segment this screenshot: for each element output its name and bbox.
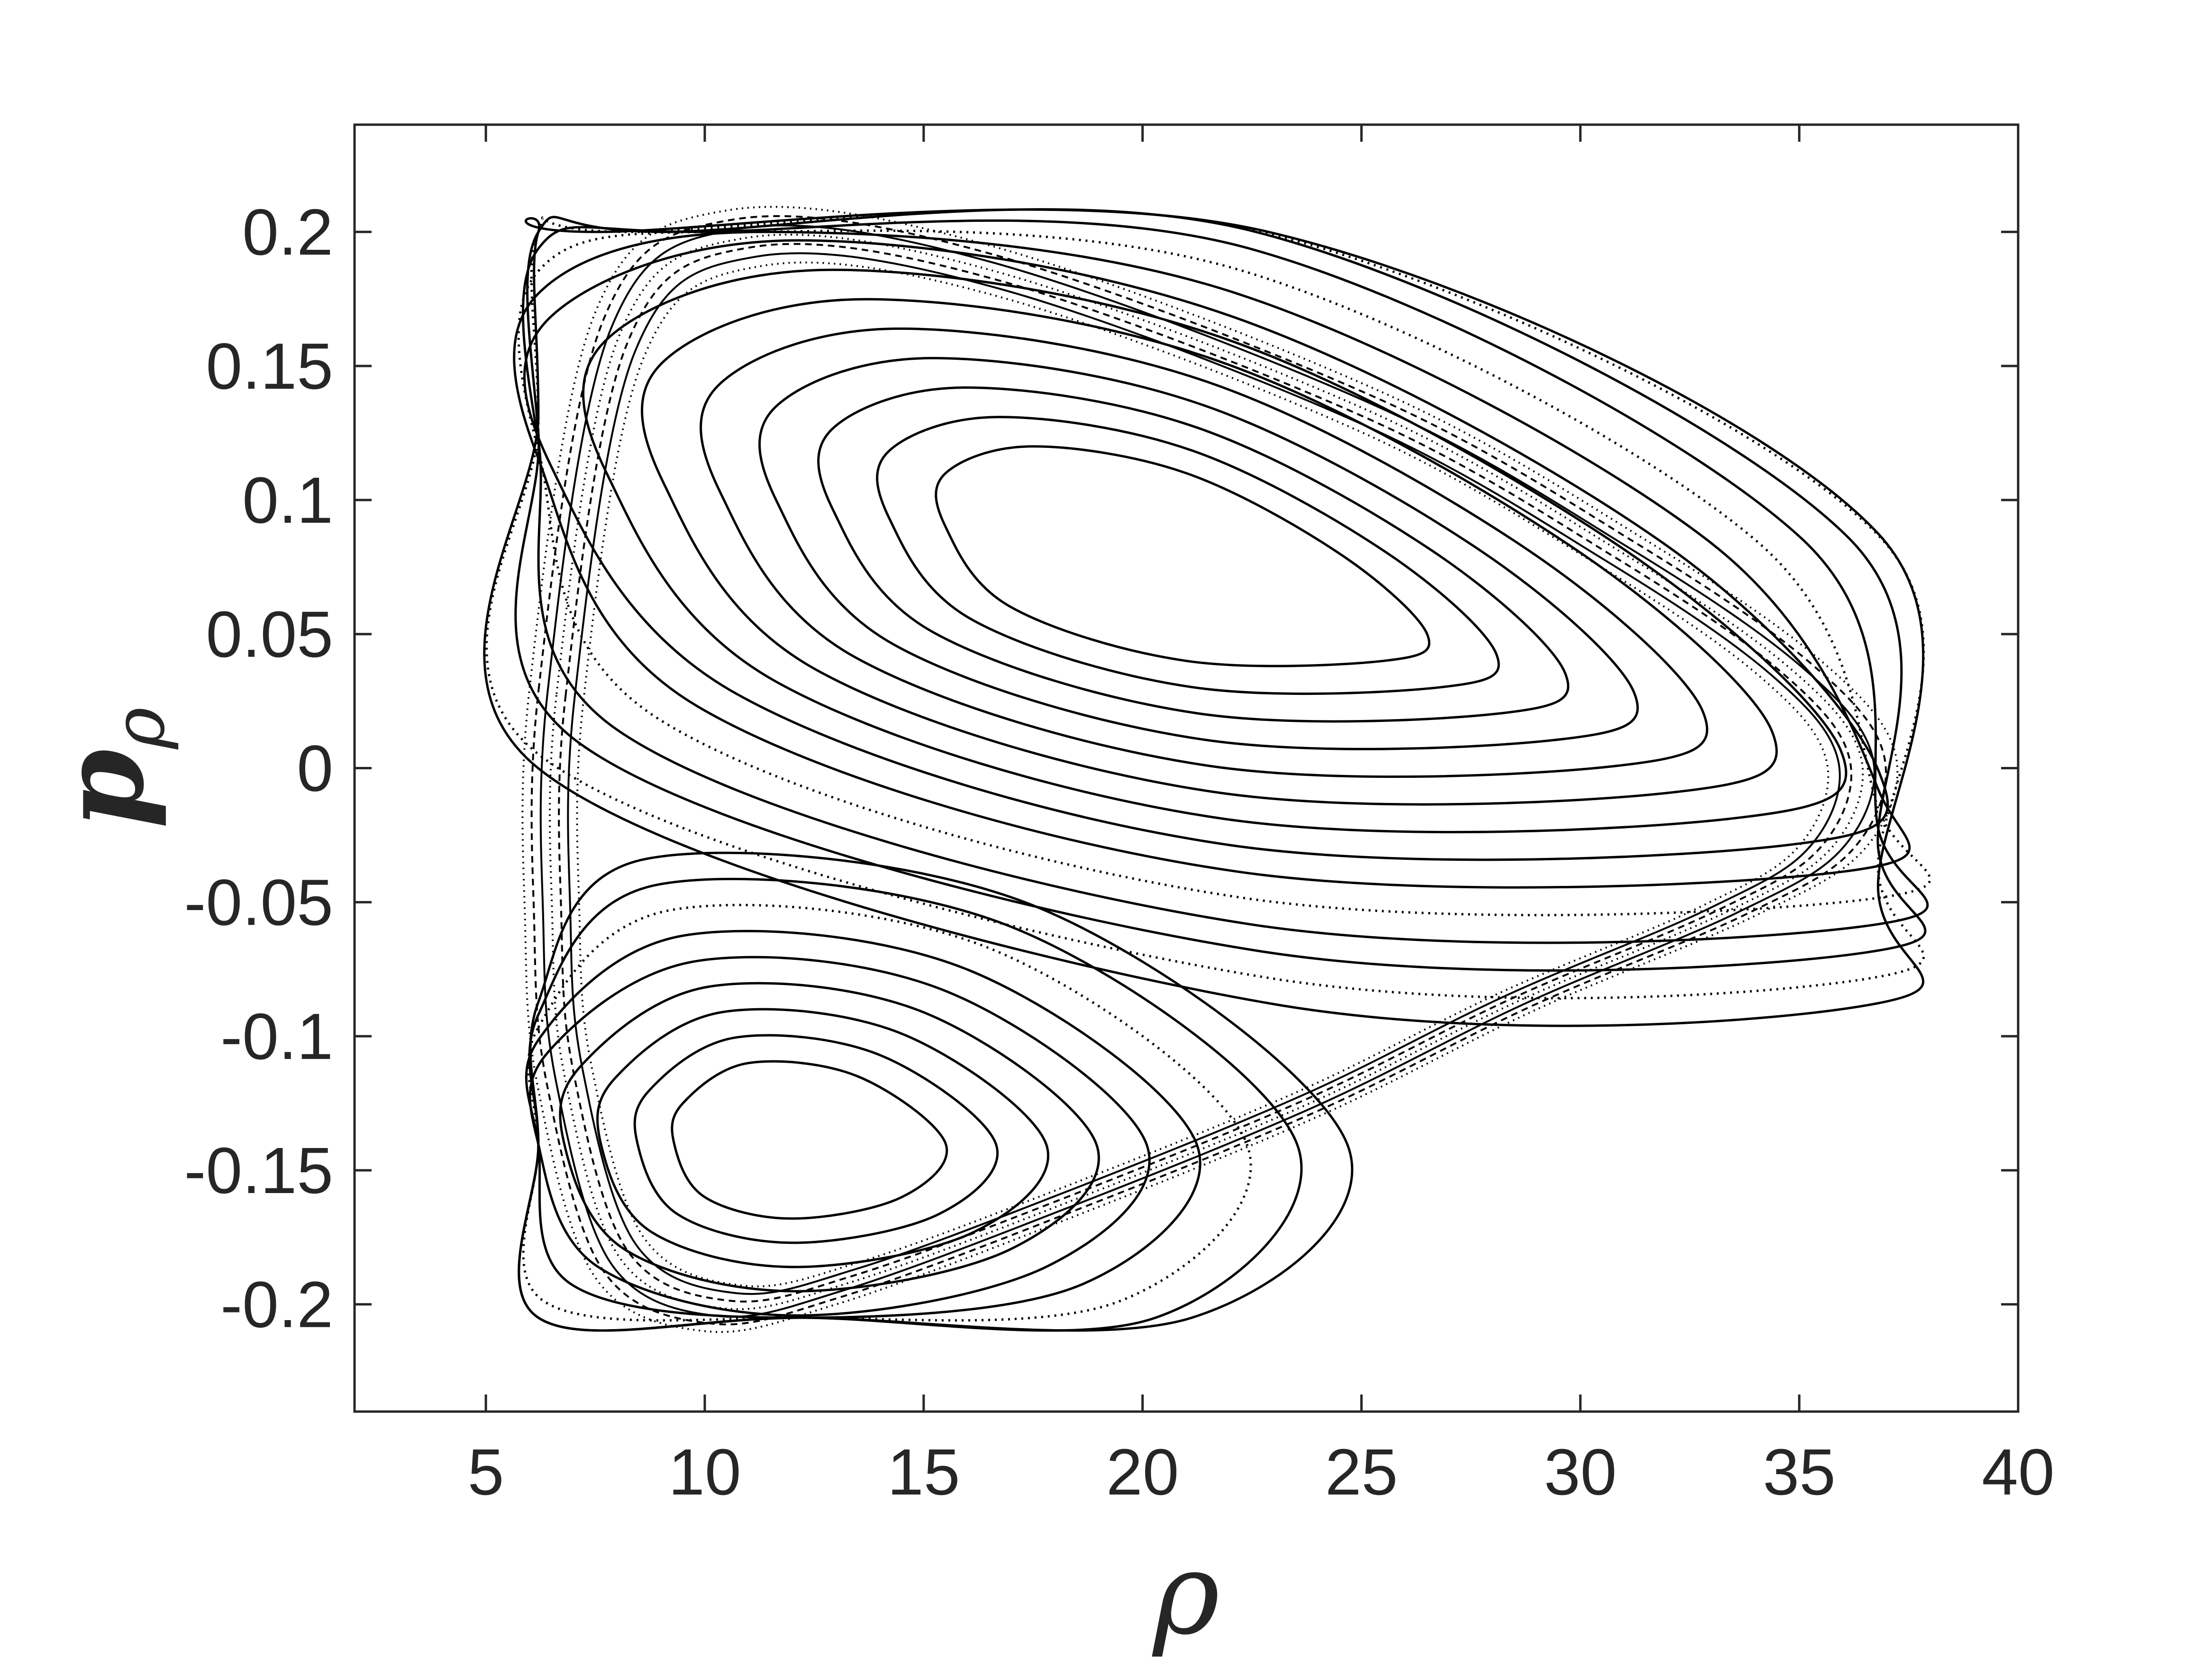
lower-island-torus	[528, 956, 1151, 1317]
y-tick-label: 0.1	[242, 464, 333, 537]
y-tick-label: -0.05	[184, 866, 333, 939]
y-axis-label: pρ	[36, 707, 181, 829]
upper-island-torus	[582, 268, 1848, 833]
y-tick-label: -0.2	[220, 1268, 333, 1341]
y-tick-label: 0	[297, 732, 333, 805]
upper-island-torus	[817, 386, 1570, 723]
upper-island-torus	[641, 298, 1778, 806]
x-axis-label: ρ	[1151, 1527, 1220, 1659]
y-axis-label-group: pρ	[36, 707, 181, 829]
y-ticks	[355, 230, 2018, 1306]
lower-island-torus	[633, 1034, 999, 1244]
outer-orbit-curve	[558, 243, 1852, 1303]
outer-orbit-curve	[548, 234, 1864, 1311]
lower-island-torus	[525, 930, 1202, 1319]
x-ticks	[484, 125, 2020, 1412]
upper-island-torus	[483, 208, 1925, 1027]
upper-island-torus	[935, 445, 1430, 667]
upper-island-torus	[521, 219, 1929, 944]
lower-island-torus	[559, 982, 1100, 1293]
upper-island-torus	[513, 230, 1911, 889]
upper-island-torus	[700, 327, 1709, 778]
lower-island-torus	[596, 1008, 1049, 1268]
outer-orbit-curve	[530, 215, 1887, 1326]
poincare-section-curves	[483, 206, 1931, 1333]
x-tick-label: 40	[1982, 1436, 2055, 1509]
y-tick-label: 0.2	[242, 196, 333, 269]
y-axis-label-subscript: ρ	[98, 707, 181, 750]
y-axis-label-main: p	[36, 749, 169, 829]
upper-island-torus	[517, 229, 1931, 917]
y-tick-label: -0.1	[220, 1000, 333, 1073]
x-tick-label: 25	[1325, 1436, 1398, 1509]
y-tick-label: -0.15	[184, 1134, 333, 1207]
x-tick-label: 30	[1544, 1436, 1617, 1509]
x-tick-label: 15	[887, 1436, 960, 1509]
lower-island-torus	[671, 1060, 948, 1220]
x-tick-labels: 5 10 15 20 25 30 35 40	[468, 1436, 2055, 1509]
upper-island-torus	[876, 416, 1500, 695]
upper-island-torus	[758, 356, 1639, 750]
lower-island-torus	[518, 851, 1354, 1332]
outer-orbit-curve	[539, 224, 1875, 1318]
x-tick-label: 5	[468, 1436, 504, 1509]
x-tick-label: 35	[1763, 1436, 1836, 1509]
x-tick-label: 20	[1106, 1436, 1179, 1509]
y-tick-labels: 0.2 0.15 0.1 0.05 0 -0.05 -0.1 -0.15 -0.2	[184, 196, 333, 1341]
y-tick-label: 0.15	[206, 330, 333, 403]
outer-orbit-curve	[567, 252, 1841, 1295]
y-tick-label: 0.05	[206, 598, 333, 671]
x-tick-label: 10	[668, 1436, 741, 1509]
